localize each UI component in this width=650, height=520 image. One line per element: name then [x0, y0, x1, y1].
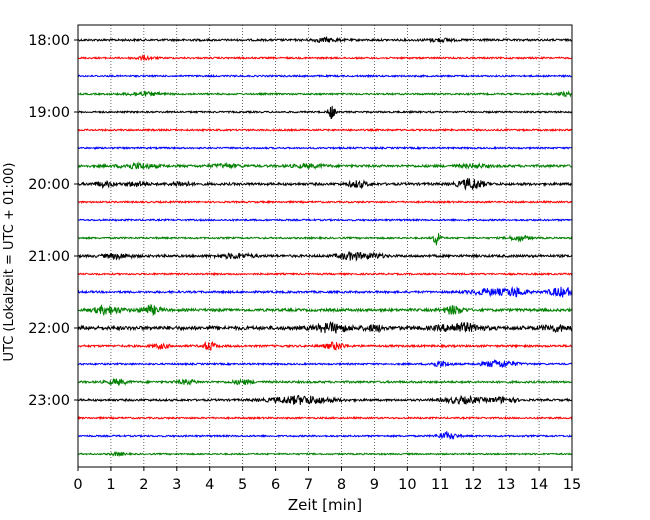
- trace-1800: [77, 35, 573, 44]
- trace-2230: [77, 358, 573, 368]
- trace-2115: [77, 271, 573, 277]
- x-tick-label: 13: [497, 477, 515, 493]
- x-tick-label: 9: [370, 477, 379, 493]
- plot-frame: [77, 24, 573, 468]
- y-tick-label: 18:00: [28, 33, 70, 49]
- trace-1845: [77, 90, 573, 98]
- trace-2045: [77, 233, 573, 246]
- x-tick-label: 11: [431, 477, 449, 493]
- y-tick-label: 22:00: [28, 321, 70, 337]
- x-axis-label: Zeit [min]: [288, 496, 362, 514]
- trace-1930: [77, 145, 573, 151]
- traces: [77, 35, 573, 457]
- y-tick-label: 20:00: [28, 177, 70, 193]
- trace-1915: [77, 127, 573, 133]
- trace-1815: [77, 53, 573, 62]
- trace-2130: [77, 285, 573, 298]
- x-tick-label: 7: [304, 477, 313, 493]
- x-tick-label: 4: [205, 477, 214, 493]
- x-tick-label: 1: [106, 477, 115, 493]
- trace-2315: [77, 415, 573, 421]
- trace-2330: [77, 430, 573, 440]
- y-tick-label: 23:00: [28, 393, 70, 409]
- x-tick-label: 10: [398, 477, 416, 493]
- trace-1900: [77, 105, 573, 120]
- x-tick-label: 6: [271, 477, 280, 493]
- trace-2000: [77, 178, 573, 191]
- x-tick-label: 0: [73, 477, 82, 493]
- trace-2245: [77, 377, 573, 386]
- trace-2100: [77, 250, 573, 262]
- x-tick-label: 14: [530, 477, 548, 493]
- trace-1945: [77, 161, 573, 170]
- trace-2300: [77, 394, 573, 405]
- x-tick-label: 2: [139, 477, 148, 493]
- trace-2345: [77, 451, 573, 457]
- x-tick-label: 3: [172, 477, 181, 493]
- trace-2015: [77, 199, 573, 205]
- trace-2145: [77, 303, 573, 317]
- x-axis: 0 1 2 3 4 5 6 7 8 9 10 11 12 13 14 15: [73, 467, 581, 493]
- x-tick-label: 8: [337, 477, 346, 493]
- trace-2200: [77, 320, 573, 334]
- x-tick-label: 5: [238, 477, 247, 493]
- x-tick-label: 15: [563, 477, 581, 493]
- y-tick-label: 19:00: [28, 105, 70, 121]
- trace-2215: [77, 340, 573, 352]
- y-axis: 18:00 19:00 20:00 21:00 22:00 23:00: [28, 33, 78, 409]
- trace-1830: [77, 73, 573, 79]
- y-tick-label: 21:00: [28, 249, 70, 265]
- x-tick-label: 12: [464, 477, 482, 493]
- trace-2030: [77, 217, 573, 223]
- y-axis-label: UTC (Lokalzeit = UTC + 01:00): [2, 163, 17, 362]
